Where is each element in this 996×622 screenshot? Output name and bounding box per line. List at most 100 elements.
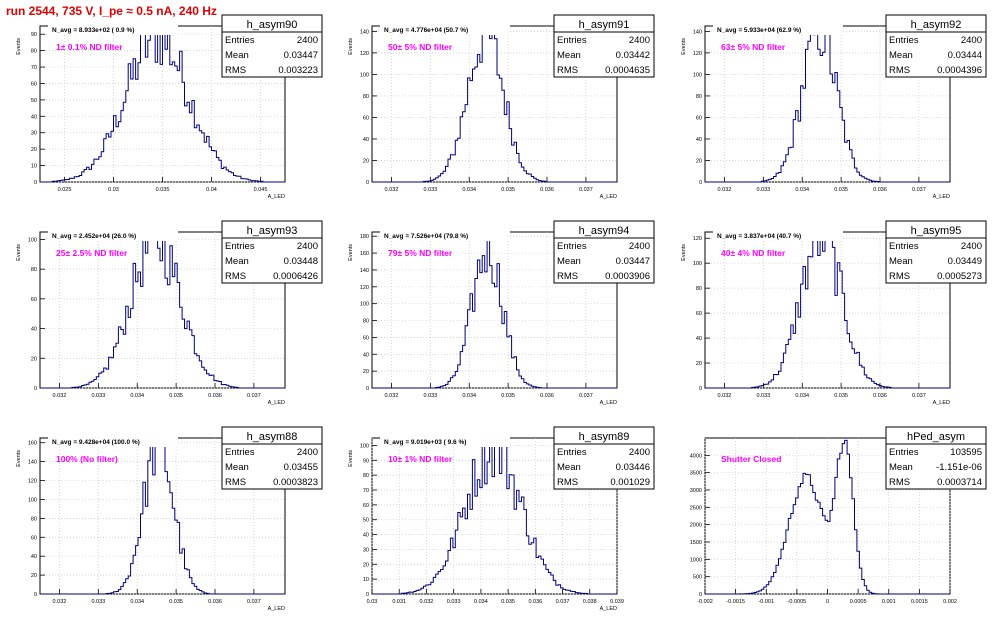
y-tick-label: 0 — [34, 180, 37, 186]
y-tick-label: 3500 — [690, 471, 702, 477]
x-tick-label: 0.032 — [385, 187, 399, 193]
y-tick-label: 40 — [363, 137, 369, 143]
y-tick-label: 40 — [363, 352, 369, 358]
navg-label: N_avg = 5.933e+04 (62.9 %) — [717, 27, 801, 34]
x-tick-label: -0.001 — [758, 599, 774, 605]
y-tick-label: 100 — [360, 302, 369, 308]
stat-value: 0.0003906 — [605, 271, 650, 282]
x-tick-label: 0.035 — [501, 187, 515, 193]
y-tick-label: 100 — [693, 261, 702, 267]
stat-value: 2400 — [961, 35, 982, 46]
stat-value: 0.03446 — [616, 462, 650, 473]
x-tick-label: 0.033 — [756, 393, 770, 399]
y-tick-label: 10 — [31, 164, 37, 170]
x-tick-label: 0.038 — [583, 599, 597, 605]
x-tick-label: 0.032 — [718, 187, 732, 193]
histogram-panel-h_asym93: 0.032 0.033 0.034 0.035 0.036 0.037 0 20 40 60 80 1… — [16, 220, 323, 406]
navg-label: N_avg = 9.428e+04 (100.0 %) — [52, 439, 140, 446]
stat-label: RMS — [889, 271, 910, 282]
filter-annotation: 40± 4% ND filter — [721, 248, 786, 258]
y-tick-label: 500 — [693, 575, 702, 581]
y-axis-label: Events — [681, 38, 687, 55]
histogram-panel-hPed_asym: -0.002 -0.0015 -0.001 -0.0005 0 0.0005 0.001 0.… — [690, 426, 987, 605]
histogram-line — [372, 437, 617, 595]
y-tick-label: 120 — [28, 479, 37, 485]
x-tick-label: -0.0005 — [788, 599, 807, 605]
y-tick-label: 90 — [31, 32, 37, 38]
y-tick-label: 60 — [31, 535, 37, 541]
histogram-line — [705, 231, 950, 389]
x-tick-label: 0.032 — [420, 599, 434, 605]
filter-annotation: 50± 5% ND filter — [388, 42, 453, 52]
stat-label: RMS — [557, 271, 578, 282]
histogram-panel-h_asym91: 0.032 0.033 0.034 0.035 0.036 0.037 0 20 40 60 80 1… — [348, 14, 655, 200]
x-tick-label: 0.033 — [91, 393, 105, 399]
filter-annotation: 63± 5% ND filter — [721, 42, 786, 52]
histogram-line — [372, 231, 617, 389]
y-tick-label: 180 — [360, 234, 369, 240]
stat-value: 0.03449 — [948, 256, 982, 267]
navg-label: N_avg = 2.452e+04 (26.0 %) — [52, 233, 136, 240]
stat-value: 2400 — [297, 241, 318, 252]
x-tick-label: 0.031 — [392, 599, 406, 605]
x-tick-label: 0.0005 — [850, 599, 867, 605]
x-tick-label: 0.0015 — [911, 599, 928, 605]
y-tick-label: 20 — [363, 562, 369, 568]
x-tick-label: 0.025 — [58, 187, 72, 193]
x-axis-label: A_LED — [600, 606, 617, 612]
histogram-panel-h_asym92: 0.032 0.033 0.034 0.035 0.036 0.037 0 20 40 60 80 1… — [681, 14, 987, 200]
y-tick-label: 10 — [363, 577, 369, 583]
y-tick-label: 3000 — [690, 488, 702, 494]
x-tick-label: 0.032 — [53, 599, 67, 605]
x-tick-label: 0.034 — [130, 599, 144, 605]
histogram-name: h_asym90 — [247, 19, 298, 31]
y-tick-label: 80 — [31, 49, 37, 55]
y-tick-label: 0 — [699, 592, 702, 598]
y-tick-label: 60 — [363, 335, 369, 341]
stats-box — [221, 220, 323, 284]
histogram-name: h_asym91 — [579, 19, 630, 31]
x-tick-label: 0.039 — [610, 599, 624, 605]
stats-box — [885, 426, 987, 490]
y-tick-label: 140 — [360, 268, 369, 274]
x-tick-label: 0.037 — [579, 393, 593, 399]
x-tick-label: 0.037 — [912, 187, 926, 193]
filter-annotation: 79± 5% ND filter — [388, 248, 453, 258]
navg-background — [380, 437, 510, 447]
x-tick-label: 0.033 — [447, 599, 461, 605]
stats-box — [553, 14, 655, 78]
y-tick-label: 120 — [360, 285, 369, 291]
stat-value: 2400 — [629, 447, 650, 458]
x-tick-label: 0.035 — [501, 599, 515, 605]
y-tick-label: 40 — [696, 336, 702, 342]
y-axis-label: Events — [348, 244, 354, 261]
histogram-line — [372, 25, 617, 183]
x-tick-label: 0.034 — [462, 187, 476, 193]
histogram-name: h_asym92 — [911, 19, 962, 31]
stat-value: 0.03444 — [948, 50, 982, 61]
y-tick-label: 60 — [31, 81, 37, 87]
x-tick-label: 0.001 — [882, 599, 896, 605]
stat-value: 0.0004396 — [937, 65, 982, 76]
y-tick-label: 80 — [31, 267, 37, 273]
stat-label: Mean — [889, 462, 913, 473]
stat-value: 2400 — [629, 35, 650, 46]
navg-background — [48, 231, 178, 241]
y-tick-label: 40 — [31, 327, 37, 333]
x-tick-label: 0.034 — [462, 393, 476, 399]
histogram-panel-h_asym90: 0.025 0.03 0.035 0.04 0.045 0 10 20 30 40 50 60 70 80… — [16, 14, 323, 200]
y-axis-label: Events — [16, 244, 22, 261]
y-tick-label: 20 — [31, 573, 37, 579]
navg-background — [380, 231, 510, 241]
x-axis-label: A_LED — [268, 606, 285, 612]
x-tick-label: 0.034 — [474, 599, 488, 605]
stat-label: Mean — [889, 50, 913, 61]
stat-label: RMS — [225, 271, 246, 282]
histogram-line — [40, 231, 285, 389]
x-axis-label: A_LED — [600, 194, 617, 200]
navg-label: N_avg = 9.019e+03 ( 9.6 %) — [384, 439, 466, 446]
histogram-panel-h_asym95: 0.032 0.033 0.034 0.035 0.036 0.037 0 20 40 60 80 1… — [681, 220, 987, 406]
histogram-panel-h_asym88: 0.032 0.033 0.034 0.035 0.036 0.037 0 20 40 60 80 1… — [16, 426, 323, 612]
y-tick-label: 140 — [693, 29, 702, 35]
y-tick-label: 100 — [28, 237, 37, 243]
